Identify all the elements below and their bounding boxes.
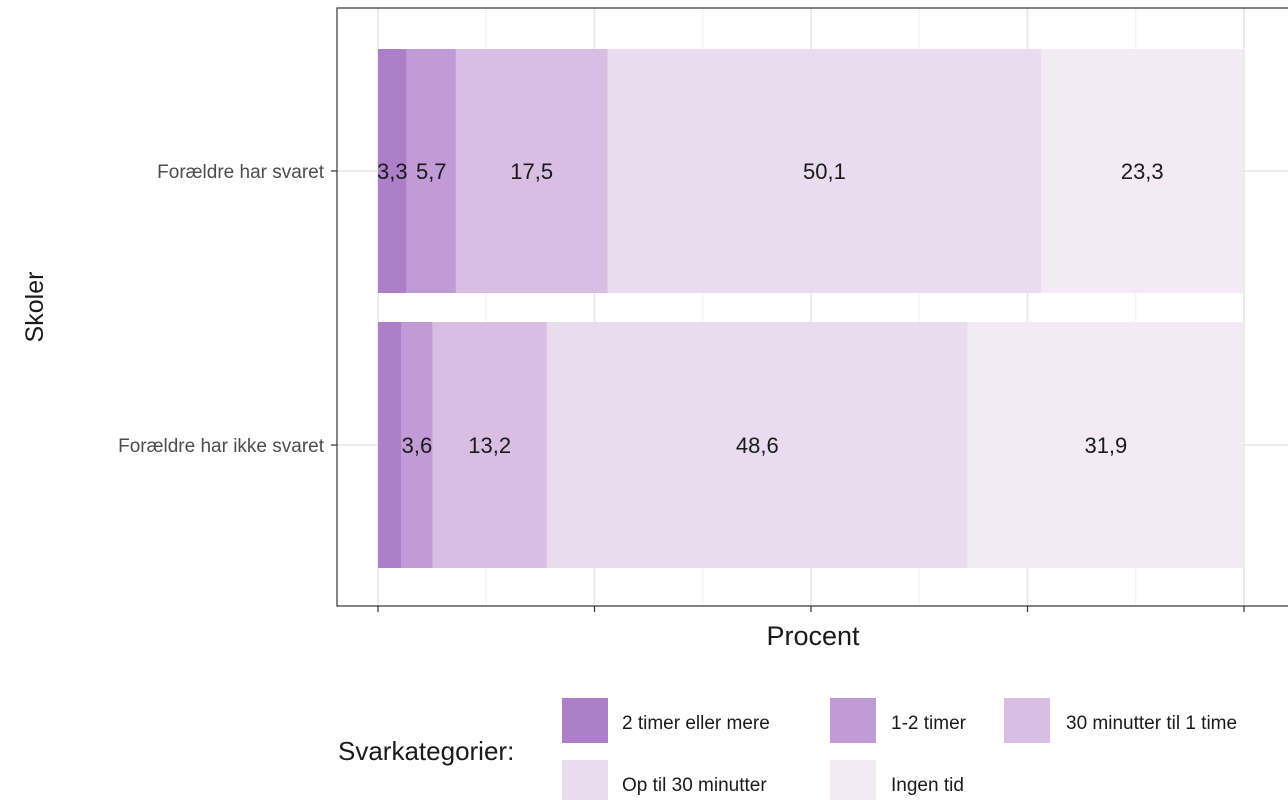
- bar-value-label: 23,3: [1121, 159, 1164, 184]
- bar-segment: [432, 322, 547, 568]
- bar-value-label: 13,2: [468, 433, 511, 458]
- y-axis: Forældre har svaret Forældre har ikke sva…: [118, 162, 337, 457]
- legend-label: Ingen tid: [891, 775, 964, 796]
- bar-segment: [546, 322, 968, 568]
- y-tick-label: Forældre har svaret: [157, 162, 325, 183]
- bar-value-label: 50,1: [803, 159, 846, 184]
- legend-label: 30 minutter til 1 time: [1066, 713, 1237, 734]
- bar-segment: [455, 49, 608, 293]
- legend-swatch: [562, 698, 608, 743]
- bar-value-label: 17,5: [510, 159, 553, 184]
- legend-swatch: [830, 760, 876, 800]
- legend: Svarkategorier: 2 timer eller mere 1-2 ti…: [338, 698, 1237, 800]
- bar-value-label: 5,7: [416, 159, 447, 184]
- legend-label: 1-2 timer: [891, 713, 967, 734]
- legend-label: Op til 30 minutter: [622, 775, 767, 796]
- bar-segment: [406, 49, 456, 293]
- bar-value-label: 3,6: [402, 433, 433, 458]
- plot-border: [336, 7, 1288, 607]
- bar-value-label: 31,9: [1084, 433, 1127, 458]
- y-axis-title: Skoler: [21, 272, 49, 343]
- bar-segment: [967, 322, 1244, 568]
- bar-segment: [401, 322, 433, 568]
- bar-segment: [1041, 49, 1244, 293]
- legend-swatch: [1004, 698, 1050, 743]
- bar-segment: [378, 322, 402, 568]
- bar-value-label: 48,6: [736, 433, 779, 458]
- legend-label: 2 timer eller mere: [622, 713, 770, 734]
- x-axis: [377, 606, 1245, 612]
- x-axis-title: Procent: [766, 621, 860, 651]
- bar-segment: [607, 49, 1042, 293]
- legend-swatch: [830, 698, 876, 743]
- bars: [378, 49, 1244, 568]
- bar-segment: [378, 49, 407, 293]
- legend-title: Svarkategorier:: [338, 736, 514, 766]
- legend-swatch: [562, 760, 608, 800]
- bar-value-label: 3,3: [377, 159, 408, 184]
- y-tick-label: Forældre har ikke svaret: [118, 436, 325, 457]
- bar-labels: 3,3 5,7 17,5 50,1 23,3 3,6 13,2 48,6 31,9: [377, 159, 1164, 458]
